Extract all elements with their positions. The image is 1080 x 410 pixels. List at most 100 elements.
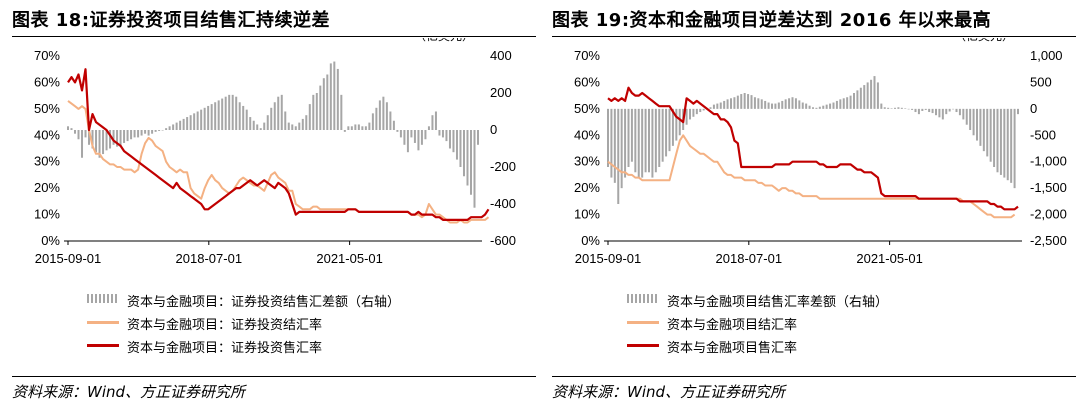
right-axis-tick-label: -500	[1030, 127, 1056, 142]
chart-title: 图表 18:证券投资项目结售汇持续逆差	[12, 10, 331, 31]
bar-mark	[736, 95, 739, 109]
bar-mark	[424, 130, 427, 140]
bar-mark	[417, 130, 420, 151]
x-axis-tick-label: 2015-09-01	[35, 251, 102, 266]
bar-mark	[200, 109, 203, 130]
bar-mark	[221, 98, 224, 130]
bar-mark	[172, 124, 175, 130]
bar-mark	[822, 105, 825, 109]
sales-rate-line	[607, 86, 1019, 211]
bar-mark	[993, 108, 996, 167]
bar-mark	[378, 100, 381, 130]
chart-plot-18: 0% 10% 20% 30% 40% 50% 60% 70% 400 200 0 -200 -400 -6…	[34, 38, 516, 266]
bar-mark	[116, 130, 119, 147]
bar-mark	[252, 120, 255, 130]
bar-mark	[689, 108, 691, 120]
left-axis-tick-label: 30%	[574, 154, 600, 169]
bar-mark	[455, 130, 458, 160]
bar-mark	[678, 108, 681, 136]
bar-mark	[151, 130, 154, 134]
bar-mark	[364, 126, 367, 130]
bar-mark	[168, 126, 171, 130]
bar-mark	[263, 122, 266, 130]
bar-mark	[368, 122, 371, 130]
bar-mark	[876, 82, 879, 109]
bar-mark	[375, 107, 378, 130]
bar-mark	[976, 108, 978, 141]
bar-mark	[702, 108, 705, 111]
bar-mark	[962, 108, 965, 120]
bar-mark	[410, 130, 413, 138]
bar-mark	[385, 102, 388, 130]
bar-mark	[648, 108, 650, 173]
legend-label: 资本与金融项目：证券投资结售汇差额（右轴）	[127, 295, 401, 310]
bar-mark	[406, 130, 409, 153]
right-axis-tick-label: 1,000	[1030, 48, 1063, 63]
bar-mark	[256, 124, 259, 130]
legend-label: 资本与金融项目：证券投资售汇率	[127, 341, 323, 356]
left-axis-tick-label: 10%	[34, 207, 60, 222]
right-axis-tick-label: 500	[1030, 74, 1052, 89]
x-axis-tick-label: 2021-05-01	[856, 251, 923, 266]
bar-mark	[333, 61, 336, 130]
legend-swatch-sales	[627, 344, 659, 347]
bar-mark	[469, 130, 472, 195]
bar-mark	[747, 94, 750, 109]
left-axis-tick-label: 60%	[34, 74, 60, 89]
bar-mark	[965, 108, 968, 125]
bar-mark	[403, 130, 406, 145]
right-axis-unit-label: （亿美元）	[414, 38, 474, 43]
bar-mark	[777, 102, 780, 109]
bar-mark	[452, 130, 455, 153]
x-axis-tick-label: 2018-07-01	[716, 251, 783, 266]
bar-mark	[764, 100, 767, 109]
chart-title: 图表 19:资本和金融项目逆差达到 2016 年以来最高	[552, 10, 992, 31]
bar-mark	[1006, 108, 1009, 181]
bar-mark	[249, 117, 252, 130]
bar-mark	[887, 107, 890, 109]
bar-mark	[88, 130, 91, 145]
bar-mark	[914, 108, 917, 113]
bar-mark	[818, 106, 821, 109]
bar-mark	[357, 124, 360, 130]
bar-mark	[610, 108, 613, 178]
bar-mark	[733, 97, 736, 109]
chart-source: 资料来源：Wind、方正证券研究所	[12, 383, 246, 401]
bar-mark	[91, 130, 94, 149]
bar-mark	[413, 130, 416, 143]
bar-mark	[774, 103, 777, 109]
bar-mark	[140, 130, 143, 136]
bar-mark	[312, 94, 315, 130]
bar-mark	[210, 104, 213, 130]
bar-mark	[719, 102, 722, 109]
bar-mark	[217, 100, 220, 130]
bar-mark	[70, 128, 73, 130]
bar-mark	[350, 126, 353, 130]
bar-mark	[340, 94, 343, 130]
bar-mark	[665, 108, 668, 157]
right-axis-tick-label: -600	[490, 233, 516, 248]
bar-mark	[319, 85, 322, 130]
bar-mark	[712, 104, 715, 109]
bar-mark	[273, 102, 276, 130]
bar-mark	[189, 115, 192, 130]
right-axis-tick-label: -400	[490, 196, 516, 211]
bar-mark	[866, 82, 869, 109]
bar-mark	[938, 108, 941, 118]
bar-mark	[196, 111, 199, 130]
left-axis-tick-label: 50%	[34, 101, 60, 116]
x-axis-tick-label: 2018-07-01	[176, 251, 243, 266]
bar-mark	[431, 115, 434, 130]
bar-mark	[462, 130, 465, 177]
bar-mark	[84, 130, 87, 138]
bar-mark	[924, 108, 927, 110]
bar-mark	[753, 97, 756, 109]
sales-rate-line	[67, 68, 490, 221]
bar-mark	[651, 108, 654, 178]
x-axis-tick-label: 2021-05-01	[316, 251, 383, 266]
bar-mark	[224, 96, 227, 130]
right-axis-tick-label: 400	[490, 48, 512, 63]
bar-mark	[999, 108, 1002, 175]
bar-mark	[144, 130, 147, 134]
bar-mark	[67, 126, 69, 130]
